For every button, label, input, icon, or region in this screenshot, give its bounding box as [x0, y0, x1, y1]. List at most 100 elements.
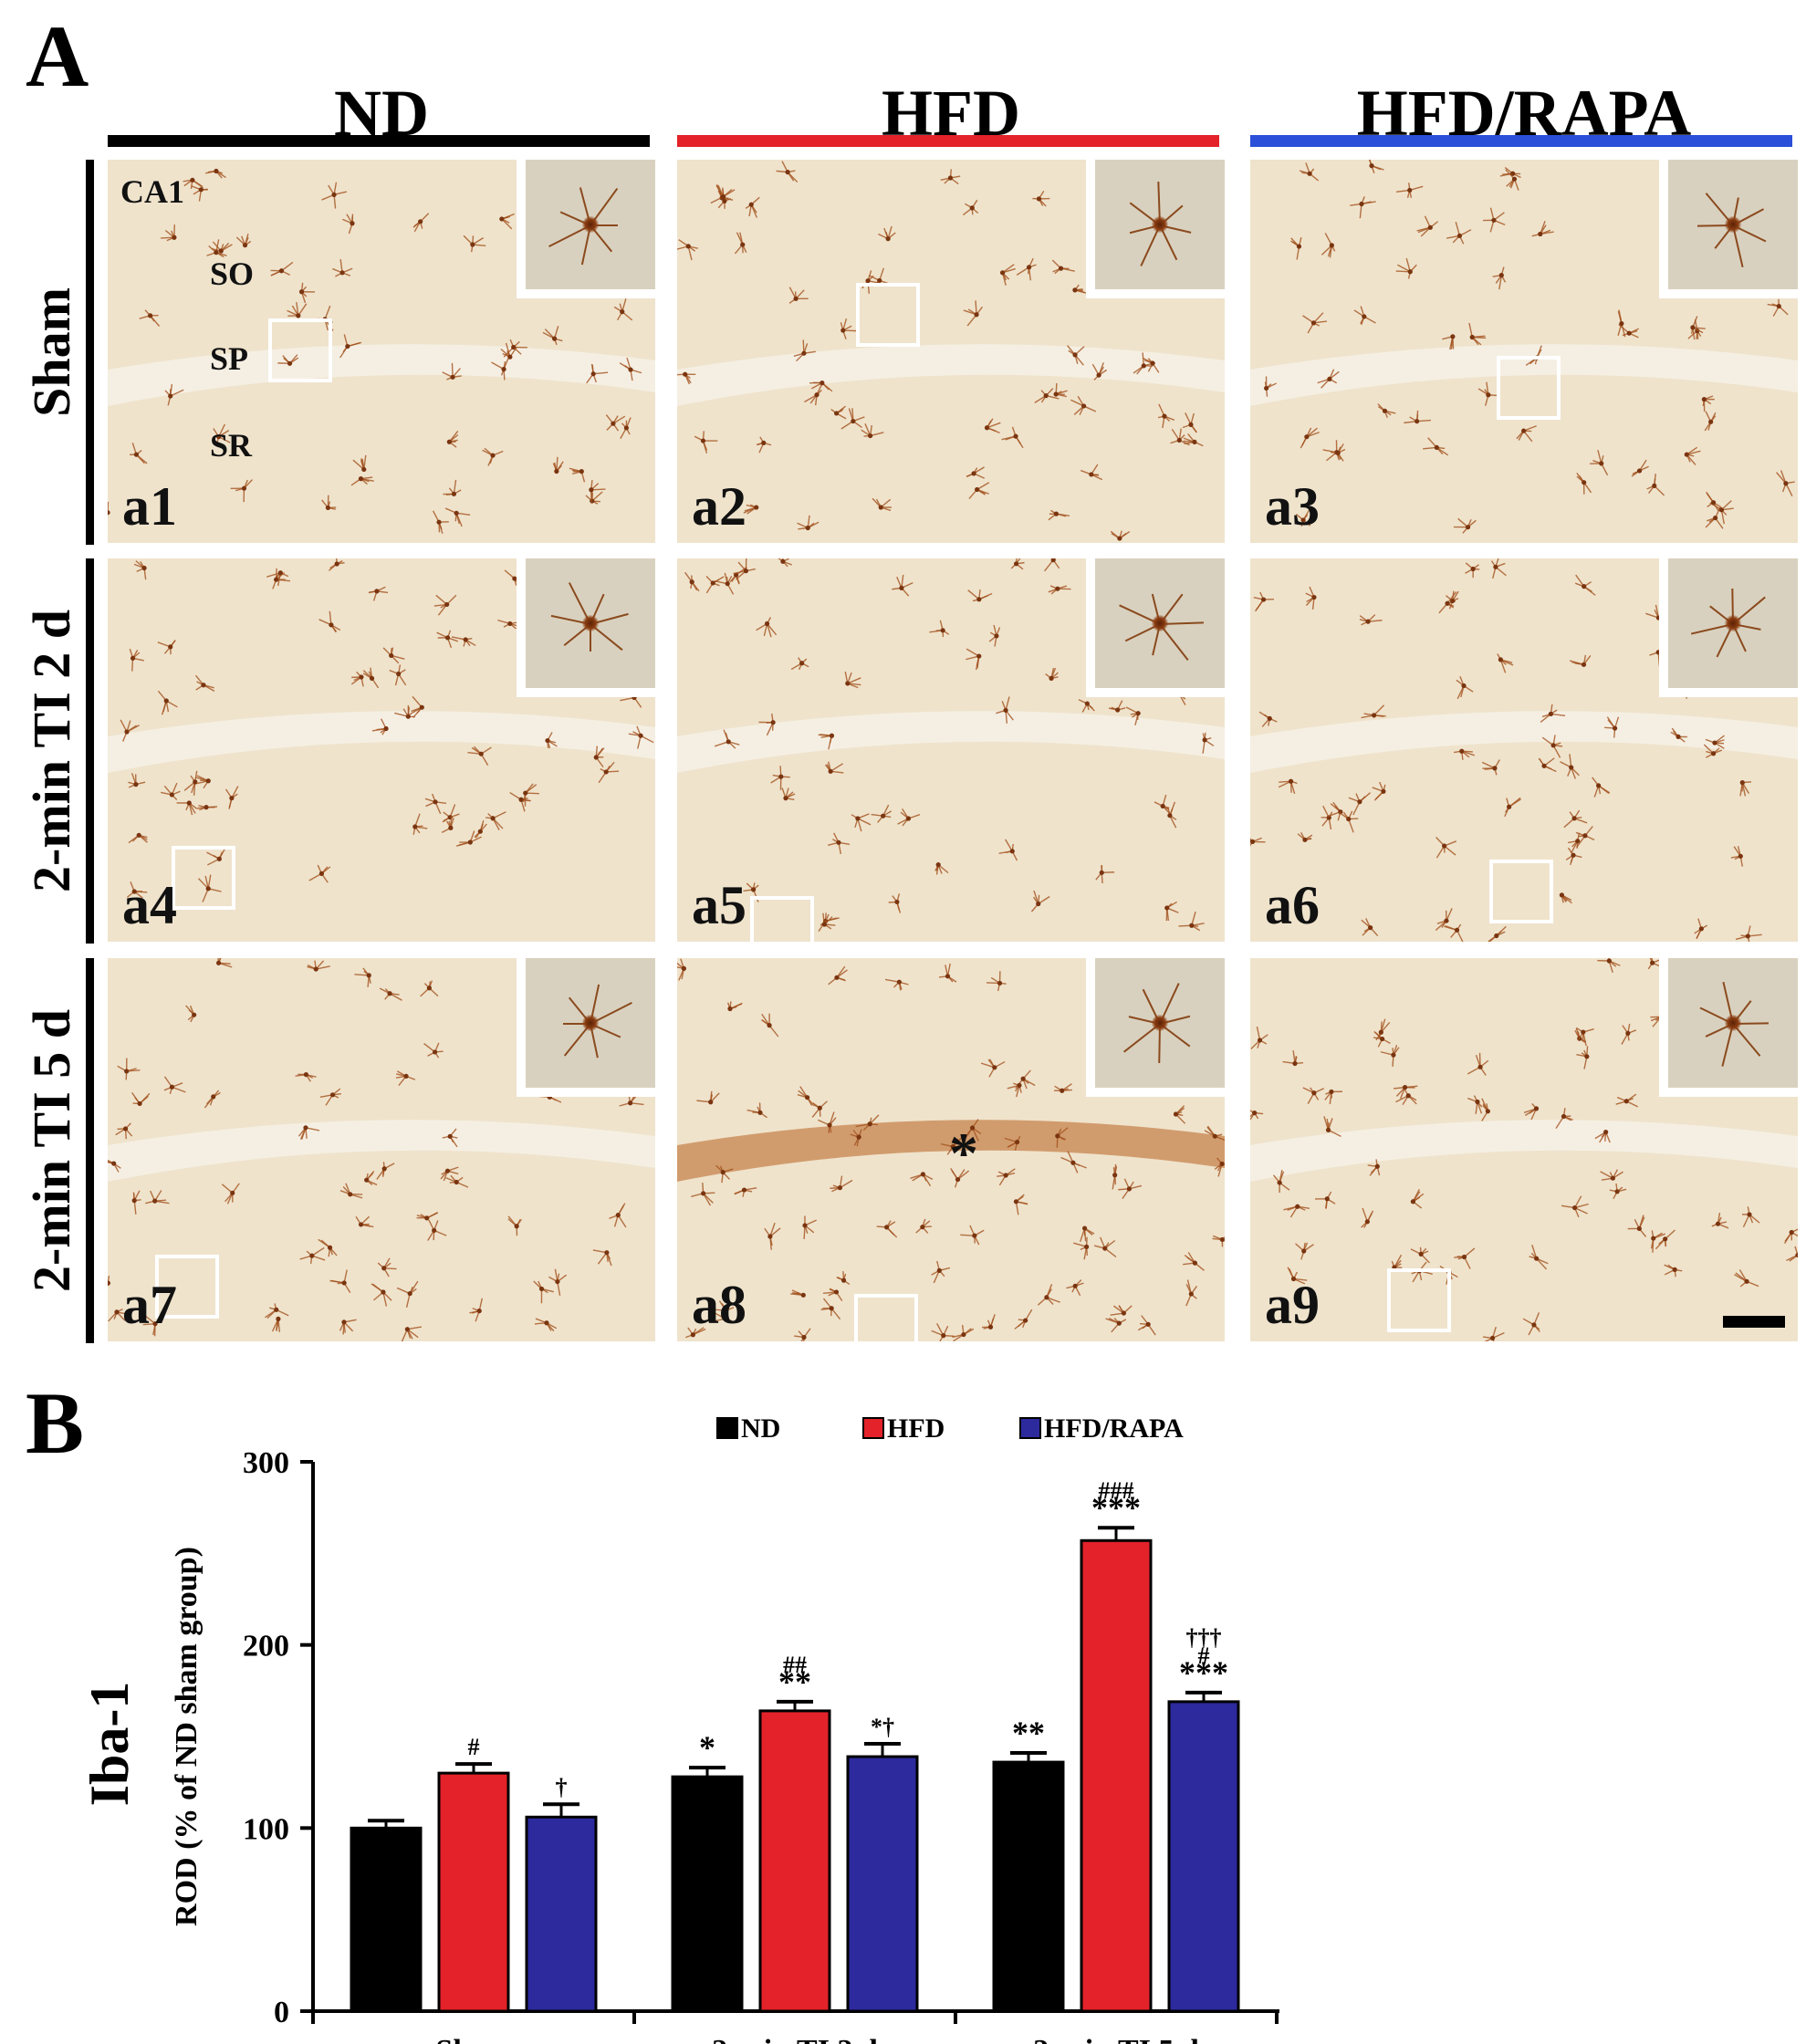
- microglia-cell: [474, 820, 487, 839]
- microglia-cell: [1377, 403, 1396, 419]
- microglia-cell: [1317, 369, 1340, 389]
- micrograph-a5: a5: [677, 558, 1225, 942]
- microglia-cell: [781, 787, 796, 801]
- roi-box: [750, 896, 814, 942]
- microglia-cell: [1444, 923, 1464, 942]
- microglia-cell: [362, 667, 380, 689]
- microglia-cell: [734, 1187, 757, 1197]
- magnified-inset: [517, 958, 655, 1097]
- microglia-cell: [1467, 1095, 1483, 1114]
- layer-label-so: SO: [210, 256, 255, 292]
- microglia-cell: [1048, 585, 1071, 595]
- microglia-cell: [1321, 805, 1333, 830]
- microglia-cell: [691, 1183, 715, 1206]
- significance-marker: *: [699, 1729, 715, 1766]
- microglia-cell: [507, 1215, 522, 1236]
- microglia-cell: [788, 287, 809, 304]
- roi-box: [1497, 356, 1561, 420]
- microglia-cell: [1701, 395, 1715, 412]
- micrograph-a4: a4: [108, 558, 655, 942]
- microglia-cell: [1110, 1305, 1133, 1316]
- microglia-cell: [1559, 892, 1572, 904]
- microglia-cell: [1446, 221, 1472, 245]
- microglia-cell: [332, 258, 353, 277]
- microglia-cell: [929, 620, 950, 638]
- microglia-cell: [318, 610, 341, 633]
- microglia-cell: [1739, 780, 1752, 797]
- microglia-cell: [423, 1042, 444, 1058]
- microglia-cell: [1044, 558, 1060, 572]
- microglia-cell: [1490, 558, 1507, 579]
- y-tick-label: 300: [243, 1446, 289, 1480]
- microglia-cell: [485, 811, 506, 830]
- microglia-cell: [115, 1122, 133, 1140]
- microglia-cell: [712, 1300, 735, 1319]
- microglia-cell: [157, 640, 176, 655]
- microglia-cell: [379, 987, 402, 1001]
- microglia-cell: [131, 1190, 141, 1215]
- microglia-cell: [108, 1308, 130, 1322]
- microglia-cell: [941, 1136, 963, 1155]
- microglia-cell: [128, 832, 148, 844]
- microglia-cell: [265, 1303, 289, 1319]
- microglia-cell: [620, 417, 632, 439]
- layer-label-sr: SR: [210, 427, 253, 464]
- microglia-cell: [534, 1318, 558, 1332]
- microglia-cell: [491, 358, 509, 381]
- microglia-cell: [1078, 699, 1095, 713]
- microglia-cell: [1516, 425, 1537, 443]
- microglia-cell: [545, 732, 558, 749]
- microglia-cell: [794, 1328, 811, 1341]
- microglia-cell: [1170, 428, 1190, 446]
- microglia-cell: [1646, 473, 1665, 496]
- y-axis-label: ROD (% of ND sham group): [170, 1547, 204, 1926]
- panel-id-a8: a8: [692, 1275, 746, 1335]
- microglia-cell: [176, 800, 197, 816]
- microglia-cell: [1435, 908, 1453, 931]
- microglia-cell: [966, 466, 985, 479]
- microglia-cell: [455, 830, 482, 847]
- microglia-cell: [1282, 1050, 1304, 1067]
- microglia-cell: [1704, 411, 1717, 432]
- microglia-cell: [1348, 792, 1371, 816]
- microglia-cell: [1730, 846, 1743, 867]
- layer-label-ca1: CA1: [120, 173, 184, 210]
- microglia-cell: [1079, 1225, 1095, 1243]
- microglia-cell: [213, 423, 231, 445]
- microglia-cell: [1001, 426, 1024, 449]
- microglia-cell: [677, 958, 686, 981]
- microglia-cell: [1594, 1130, 1611, 1143]
- significance-marker: *†: [871, 1714, 894, 1740]
- microglia-cell: [321, 495, 337, 511]
- microglia-cell: [117, 1058, 141, 1080]
- microglia-cell: [1350, 196, 1376, 219]
- microglia-cell: [1253, 591, 1274, 612]
- microglia-cell: [128, 773, 146, 788]
- bar: [525, 1815, 598, 2013]
- significance-marker: ***: [1179, 1654, 1228, 1691]
- microglia-cell: [339, 1183, 363, 1199]
- microglia-cell: [1323, 1116, 1341, 1137]
- microglia-cell: [1299, 162, 1320, 182]
- microglia-cell: [355, 1215, 374, 1228]
- roi-box: [854, 1294, 918, 1341]
- inset-cell-body: [1152, 1015, 1168, 1031]
- panel-id-a6: a6: [1265, 875, 1320, 935]
- microglia-cell: [696, 1090, 720, 1105]
- microglia-cell: [1395, 257, 1417, 279]
- microglia-cell: [1391, 1254, 1403, 1270]
- microglia-cell: [685, 1327, 706, 1339]
- panel-id-a7: a7: [122, 1275, 177, 1335]
- microglia-cell: [1045, 667, 1059, 681]
- microglia-cell: [940, 169, 961, 185]
- significance-marker: ###: [1099, 1477, 1134, 1504]
- microglia-cell: [1483, 207, 1506, 233]
- microglia-cell: [804, 381, 824, 406]
- microglia-cell: [161, 782, 181, 801]
- microglia-cell: [321, 182, 348, 209]
- row-header-2d: 2-min TI 2 d: [22, 610, 81, 892]
- microglia-cell: [1523, 1103, 1540, 1121]
- legend-swatch: [716, 1417, 738, 1439]
- microglia-cell: [1007, 1082, 1022, 1098]
